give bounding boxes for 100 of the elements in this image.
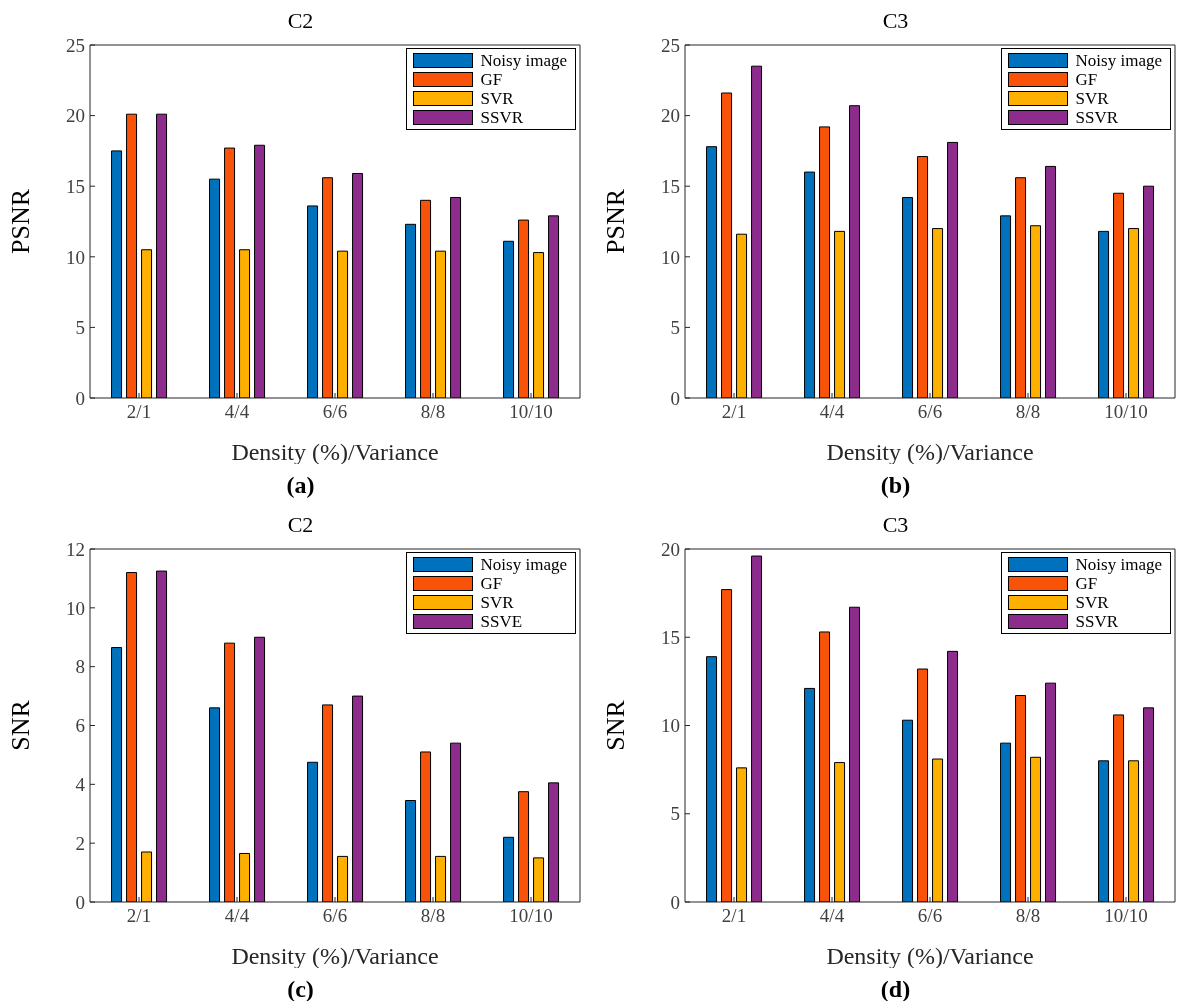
- x-tick-label: 10/10: [1104, 401, 1148, 423]
- bar: [533, 857, 545, 902]
- bar: [209, 178, 221, 398]
- y-tick-label: 20: [661, 105, 680, 127]
- bar: [932, 228, 944, 398]
- bar: [435, 250, 447, 398]
- bar: [307, 761, 319, 902]
- y-tick-label: 4: [75, 774, 86, 796]
- y-axis-title: PSNR: [601, 188, 631, 255]
- legend-label: GF: [1075, 69, 1098, 90]
- bar: [337, 855, 349, 902]
- bar: [322, 177, 334, 398]
- y-tick-label: 5: [670, 803, 680, 825]
- bar: [1098, 760, 1110, 902]
- legend-label: GF: [1075, 573, 1098, 594]
- bar: [721, 92, 733, 398]
- bar: [420, 751, 432, 902]
- y-tick-label: 12: [66, 538, 85, 560]
- text: (a): [285, 472, 316, 500]
- chart-title: C2: [286, 8, 315, 34]
- bar: [548, 782, 560, 902]
- x-tick-label: 2/1: [126, 905, 152, 927]
- legend-label: SVR: [1075, 88, 1109, 109]
- legend-label: SSVE: [480, 611, 523, 632]
- y-tick-label: 8: [75, 656, 85, 678]
- bar: [917, 668, 929, 902]
- bar: [834, 762, 846, 902]
- bar: [849, 606, 861, 902]
- bar: [450, 197, 462, 398]
- x-tick-label: 4/4: [224, 401, 250, 423]
- y-tick-label: 0: [75, 387, 85, 409]
- legend-label: SVR: [480, 592, 514, 613]
- bar: [254, 144, 266, 398]
- bar: [947, 141, 959, 398]
- bar: [947, 650, 959, 902]
- y-tick-label: 10: [66, 597, 85, 619]
- y-tick-label: 0: [670, 891, 680, 913]
- x-tick-label: 10/10: [1104, 905, 1148, 927]
- y-tick-label: 15: [661, 175, 680, 197]
- bar: [239, 249, 251, 398]
- legend-label: SVR: [1075, 592, 1109, 613]
- chart-title: C3: [881, 8, 910, 34]
- x-tick-label: 8/8: [1015, 905, 1041, 927]
- bar: [1113, 192, 1125, 398]
- bar: [1143, 185, 1155, 398]
- legend-label: Noisy image: [1075, 554, 1162, 575]
- text: (b): [879, 472, 912, 500]
- bar: [1015, 695, 1027, 902]
- y-tick-label: 5: [670, 317, 680, 339]
- bar: [1045, 682, 1057, 902]
- x-tick-label: 4/4: [224, 905, 250, 927]
- x-tick-label: 8/8: [420, 401, 446, 423]
- bar: [337, 250, 349, 398]
- bar: [322, 704, 334, 902]
- bar: [518, 791, 530, 902]
- x-tick-label: 2/1: [721, 401, 747, 423]
- bar: [352, 695, 364, 902]
- y-tick-label: 20: [66, 105, 85, 127]
- bar: [834, 230, 846, 398]
- bar: [405, 223, 417, 398]
- y-axis-title: SNR: [6, 699, 36, 751]
- bar: [751, 65, 763, 398]
- legend-label: SVR: [480, 88, 514, 109]
- x-tick-label: 4/4: [819, 401, 845, 423]
- bar: [518, 219, 530, 398]
- x-tick-label: 4/4: [819, 905, 845, 927]
- bar: [804, 687, 816, 902]
- bar: [111, 647, 123, 902]
- x-tick-label: 6/6: [917, 905, 943, 927]
- y-tick-label: 25: [66, 34, 85, 56]
- bar: [254, 636, 266, 902]
- bar: [932, 758, 944, 902]
- y-tick-label: 15: [66, 175, 85, 197]
- bar: [1045, 165, 1057, 398]
- bar: [420, 199, 432, 398]
- bar: [503, 836, 515, 902]
- bar: [819, 126, 831, 398]
- x-tick-label: 10/10: [509, 401, 553, 423]
- bar: [450, 742, 462, 902]
- bar: [224, 147, 236, 398]
- bar: [1015, 177, 1027, 398]
- legend-label: SSVR: [1075, 107, 1119, 128]
- legend-label: Noisy image: [1075, 50, 1162, 71]
- bar: [503, 240, 515, 398]
- bar: [751, 555, 763, 902]
- bar: [736, 767, 748, 902]
- x-tick-label: 8/8: [1015, 401, 1041, 423]
- bar: [352, 172, 364, 398]
- legend-label: GF: [480, 573, 503, 594]
- bar: [405, 800, 417, 902]
- bar: [239, 852, 251, 902]
- legend-label: Noisy image: [480, 554, 567, 575]
- bar: [1030, 225, 1042, 398]
- bar: [902, 719, 914, 902]
- x-tick-label: 2/1: [721, 905, 747, 927]
- bar: [307, 205, 319, 398]
- bar: [1128, 228, 1140, 398]
- y-tick-label: 10: [661, 246, 680, 268]
- chart-title: C2: [286, 512, 315, 538]
- bar: [533, 252, 545, 398]
